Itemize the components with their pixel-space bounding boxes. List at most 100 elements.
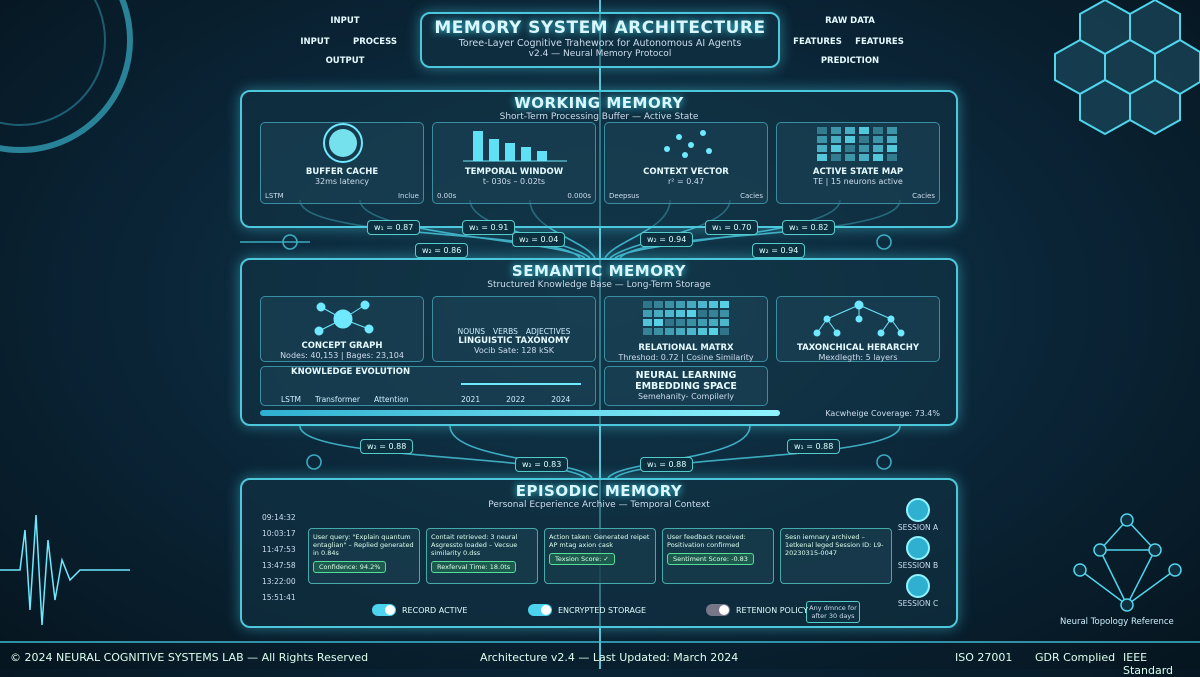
model: Attention <box>374 395 409 404</box>
model-list: LSTM Transformer Attention <box>281 395 409 404</box>
toggle[interactable]: ENCRYPTED STORAGE <box>528 604 646 616</box>
weight-label: w₂ = 0.83 <box>515 457 569 472</box>
panel-title: NEURAL LEARNING EMBEDDING SPACE <box>635 370 737 392</box>
event-text: User feedback received: Positivation con… <box>667 533 746 549</box>
event-text: User query: "Explain quantum entaglian" … <box>313 533 414 557</box>
panel-detail: Mexdlegth: 5 layers <box>818 353 898 362</box>
footer-badge: IEEE Standard <box>1123 651 1174 677</box>
event-text: Sesn iemnary archived – 1etkenal leged S… <box>785 533 884 557</box>
panel-left: Deepsus <box>609 192 640 200</box>
wm-panel: CONTEXT VECTOR r² = 0.47 Deepsus Cacies <box>604 122 768 204</box>
event-badge: Rexferval Time: 18.0ts <box>431 561 517 573</box>
weight-label: w₁ = 0.88 <box>787 439 841 454</box>
word: NOUNS <box>457 327 485 336</box>
taxonomy: TAXONCHICAL HERARCHY Mexdlegth: 5 layers <box>776 296 940 362</box>
year: 2022 <box>506 395 526 404</box>
topology-label: Neural Topology Reference <box>1060 617 1174 627</box>
year-list: 2021 2022 2024 <box>461 395 570 404</box>
session-label: SESSION B <box>897 561 939 570</box>
footer-badge: GDR Complied <box>1035 651 1116 664</box>
section-subtitle: Structured Knowledge Base — Long-Term St… <box>487 280 711 290</box>
session-icon <box>906 536 930 560</box>
timestamp: 13:22:00 <box>262 577 296 586</box>
panel-title: ACTIVE STATE MAP <box>812 167 904 177</box>
toggle[interactable]: RECORD ACTIVE <box>372 604 467 616</box>
version: v2.4 — Neural Memory Protocol <box>528 49 672 59</box>
event-card: User query: "Explain quantum entaglian" … <box>308 528 420 584</box>
panel-title: LINGUISTIC TAXONOMY <box>458 336 570 346</box>
wm-panel: TEMPORAL WINDOW t- 030s – 0.02ts 0.00s 0.00… <box>432 122 596 204</box>
panel-title: CONTEXT VECTOR <box>643 167 729 177</box>
relational-matrix: RELATIONAL MATRX Threshod: 0.72 | Cosine… <box>604 296 768 362</box>
wm-panel: ACTIVE STATE MAP TE | 15 neurons active Ca… <box>776 122 940 204</box>
weight-label: w₂ = 0.04 <box>512 232 566 247</box>
switch[interactable] <box>706 604 730 616</box>
weight-label: w₁ = 0.82 <box>782 220 836 235</box>
retention-note: Any dmnce for after 30 days <box>806 601 860 623</box>
year: 2021 <box>461 395 481 404</box>
embedding-space: NEURAL LEARNING EMBEDDING SPACE Semehani… <box>604 366 768 406</box>
timestamp: 10:03:17 <box>262 529 296 538</box>
section-title: SEMANTIC MEMORY <box>511 262 687 280</box>
timestamp: 09:14:32 <box>262 513 296 522</box>
panel-right: Cacies <box>740 192 763 200</box>
session-icon <box>906 498 930 522</box>
legend-text: PREDICTION <box>820 56 880 66</box>
event-card: Contait retrieved: 3 neural Asgressto lo… <box>426 528 538 584</box>
tree-icon <box>813 300 905 337</box>
legend-text: INPUT <box>300 37 330 47</box>
word-list: NOUNS VERBS ADJECTIVES <box>433 327 595 336</box>
copyright: © 2024 NEURAL COGNITIVE SYSTEMS LAB — Al… <box>10 651 369 664</box>
panel-right: Inclue <box>397 192 419 200</box>
panel-detail: 32ms latency <box>314 177 370 186</box>
wm-panel: BUFFER CACHE 32ms latency LSTM Inclue <box>260 122 424 204</box>
session-label: SESSION A <box>897 523 939 532</box>
panel-detail: Semehanity- Compilerly <box>637 392 735 401</box>
panel-detail: t- 030s – 0.02ts <box>482 177 546 186</box>
panel-detail: Vocib Sate: 128 kSK <box>473 346 555 355</box>
toggle[interactable]: RETENION POLICY <box>706 604 808 616</box>
timeline <box>461 383 581 385</box>
panel-title: BUFFER CACHE <box>305 167 379 177</box>
word: VERBS <box>492 327 518 336</box>
legend-text: RAW DATA <box>825 16 875 26</box>
legend-text: OUTPUT <box>325 56 365 66</box>
year: 2024 <box>551 395 571 404</box>
panel-right: Cacies <box>912 192 935 200</box>
footer-badge: ISO 27001 <box>955 651 1013 664</box>
legend-text: FEATURES <box>793 37 842 47</box>
timestamp: 13:47:58 <box>262 561 296 570</box>
subtitle: Toree-Layer Cognitive Traheworx for Auto… <box>458 38 742 49</box>
event-card: User feedback received: Positivation con… <box>662 528 774 584</box>
concept-graph: CONCEPT GRAPH Nodes: 40,153 | Bages: 23,… <box>260 296 424 362</box>
session-label: SESSION C <box>897 599 939 608</box>
weight-label: w₁ = 0.88 <box>640 457 694 472</box>
section-subtitle: Personal Ecperience Archive — Temporal C… <box>488 500 710 510</box>
timestamp: 11:47:53 <box>262 545 296 554</box>
legend-text: FEATURES <box>855 37 904 47</box>
header: MEMORY SYSTEM ARCHITECTURE Toree-Layer C… <box>420 12 780 68</box>
panel-title: RELATIONAL MATRX <box>638 343 734 353</box>
toggle-label: RETENION POLICY <box>736 605 808 615</box>
switch[interactable] <box>528 604 552 616</box>
event-badge: Sentiment Score: -0.83 <box>667 553 754 565</box>
footer-version: Architecture v2.4 — Last Updated: March … <box>480 651 739 664</box>
panel-title: KNOWLEDGE EVOLUTION <box>291 367 411 377</box>
weight-label: w₂ = 0.94 <box>752 243 806 258</box>
event-text: Action taken: Generated reipet AP mtag a… <box>549 533 650 549</box>
weight-label: w₁ = 0.87 <box>367 220 421 235</box>
panel-detail: Nodes: 40,153 | Bages: 23,104 <box>280 351 404 360</box>
section-title: WORKING MEMORY <box>514 94 684 112</box>
event-badge: Texsion Score: ✓ <box>549 553 615 565</box>
linguistic-taxonomy: NOUNS VERBS ADJECTIVES LINGUISTIC TAXONOMY… <box>432 296 596 362</box>
panel-left: 0.00s <box>437 192 457 200</box>
panel-left: LSTM <box>265 192 284 200</box>
panel-right: 0.000s <box>567 192 591 200</box>
switch[interactable] <box>372 604 396 616</box>
panel-icon <box>777 123 939 167</box>
event-text: Contait retrieved: 3 neural Asgressto lo… <box>431 533 518 557</box>
panel-icon <box>433 123 595 167</box>
legend-text: INPUT <box>330 16 360 26</box>
weight-label: w₁ = 0.70 <box>705 220 759 235</box>
